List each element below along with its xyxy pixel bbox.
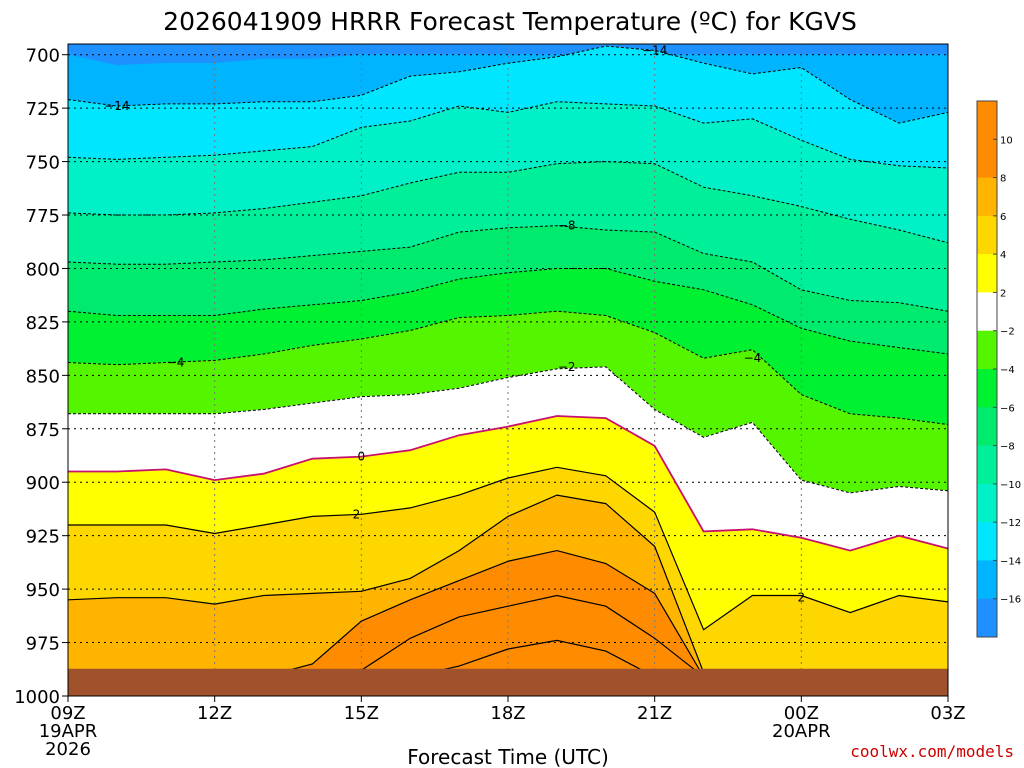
x-tick-label: 15Z (344, 703, 379, 724)
x-tick-date-label: 20APR (772, 721, 831, 742)
y-tick-label: 875 (26, 420, 60, 441)
isotherm-dashed-line (68, 225, 948, 312)
isotherm-dashed-line (68, 161, 948, 244)
credit-text: coolwx.com/models (850, 742, 1014, 761)
y-tick-label: 950 (26, 580, 60, 601)
contour-labels: −14 −14 −8 −4 −2 −4 0 2 2 (104, 43, 805, 604)
colorbar-segment (977, 292, 997, 332)
colorbar-label: −8 (1000, 442, 1015, 453)
colorbar-label: −6 (1000, 403, 1015, 414)
colorbar-segment (977, 483, 997, 523)
isotherm-solid-line (68, 466, 948, 631)
colorbar-label: 8 (1000, 174, 1006, 185)
contour-label: −8 (558, 219, 576, 233)
x-tick-label: 00Z (784, 703, 819, 724)
colorbar-segment (977, 407, 997, 447)
x-tick-label: 12Z (197, 703, 232, 724)
colorbar-segment (977, 369, 997, 408)
isotherm-dashed-line (68, 366, 948, 494)
y-tick-label: 700 (26, 46, 60, 67)
colorbar-label: 6 (1000, 212, 1006, 223)
colorbar-label: −14 (1000, 556, 1021, 567)
contour-label: −2 (558, 360, 576, 374)
contour-label: −14 (642, 43, 667, 57)
colorbar-segment (977, 215, 997, 255)
x-tick-label: 21Z (637, 703, 672, 724)
colorbar-label: 2 (1000, 288, 1006, 299)
y-tick-label: 825 (26, 313, 60, 334)
isotherm-dashed-line (68, 310, 948, 425)
colorbar-label: −10 (1000, 480, 1021, 491)
y-tick-label: 800 (26, 259, 60, 280)
contour-label: −4 (167, 356, 185, 370)
y-tick-label: 1000 (14, 687, 60, 708)
temperature-fill-layer (68, 44, 948, 696)
x-axis-title: Forecast Time (UTC) (407, 745, 609, 768)
freezing-line (68, 415, 948, 552)
gridlines (68, 44, 948, 696)
y-tick-label: 925 (26, 527, 60, 548)
colorbar-label: −2 (1000, 327, 1015, 338)
colorbar-segment (977, 139, 997, 179)
isotherm-dashed-line (68, 268, 948, 355)
chart-title: 2026041909 HRRR Forecast Temperature (ºC… (163, 7, 857, 36)
x-tick-date-label: 19APR (39, 721, 98, 742)
y-tick-label: 850 (26, 366, 60, 387)
colorbar-segment (977, 101, 997, 140)
colorbar-label: 4 (1000, 250, 1006, 261)
x-tick-label: 09Z (50, 703, 85, 724)
colorbar: 10 8 6 4 2 −2 −4 −6 −8 −10 −12 −14 −16 (976, 100, 1021, 638)
colorbar-segment (977, 522, 997, 561)
colorbar-segment (977, 560, 997, 600)
colorbar-label: −16 (1000, 595, 1021, 606)
colorbar-segment (977, 254, 997, 293)
y-tick-label: 975 (26, 634, 60, 655)
y-axis: 700 725 750 775 800 825 850 875 900 925 950 975 1000 (14, 46, 68, 708)
colorbar-segment (977, 177, 997, 217)
colorbar-segment (977, 598, 997, 638)
contour-label: −4 (744, 351, 762, 365)
x-tick-label: 18Z (490, 703, 525, 724)
x-tick-year-label: 2026 (45, 739, 91, 760)
isotherm-dashed-line (68, 45, 948, 124)
x-tick-label: 03Z (930, 703, 965, 724)
y-tick-label: 775 (26, 206, 60, 227)
y-tick-label: 750 (26, 153, 60, 174)
ground-surface (68, 668, 948, 696)
y-tick-label: 725 (26, 99, 60, 120)
colorbar-segment (977, 330, 997, 370)
contour-label: 2 (353, 507, 361, 521)
colorbar-segment (977, 445, 997, 485)
contour-label: 2 (798, 591, 806, 605)
contour-label: 0 (358, 450, 366, 464)
surface-layer (68, 668, 948, 696)
colorbar-label: −4 (1000, 365, 1015, 376)
plot-area: −14 −14 −8 −4 −2 −4 0 2 2 (67, 43, 949, 697)
y-tick-label: 900 (26, 473, 60, 494)
isotherm-dashed-line (68, 101, 948, 169)
colorbar-label: 10 (1000, 135, 1013, 146)
colorbar-label: −12 (1000, 518, 1021, 529)
contour-label: −14 (104, 99, 129, 113)
